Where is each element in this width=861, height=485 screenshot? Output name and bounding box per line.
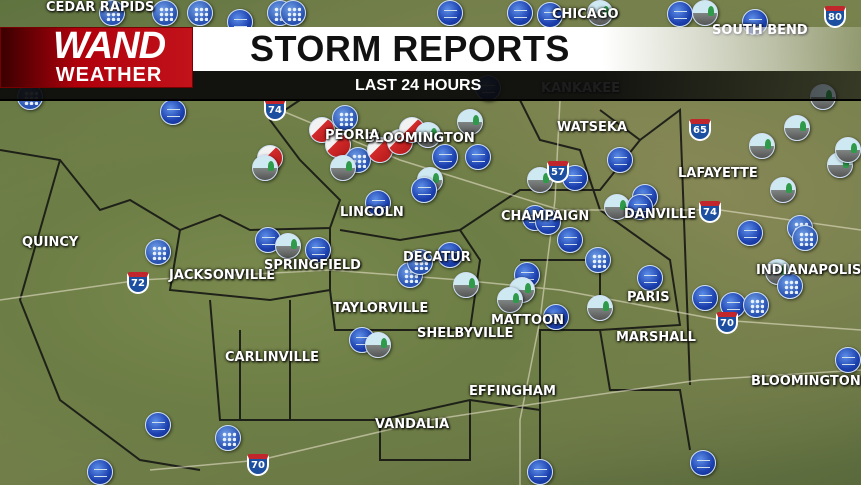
wind-report-icon[interactable] bbox=[543, 304, 569, 330]
city-label: PEORIA bbox=[325, 128, 380, 143]
interstate-shield-icon: 74 bbox=[264, 99, 286, 121]
wind-report-icon[interactable] bbox=[365, 190, 391, 216]
city-label: INDIANAPOLIS bbox=[756, 263, 861, 278]
page-subtitle: LAST 24 HOURS bbox=[355, 77, 482, 94]
wind-report-icon[interactable] bbox=[835, 347, 861, 373]
damage-report-icon[interactable] bbox=[835, 137, 861, 163]
page-title: STORM REPORTS bbox=[250, 28, 570, 69]
wind-report-icon[interactable] bbox=[160, 99, 186, 125]
interstate-shield-icon: 65 bbox=[689, 119, 711, 141]
hail-report-icon[interactable] bbox=[280, 0, 306, 26]
wind-report-icon[interactable] bbox=[411, 177, 437, 203]
city-label: SHELBYVILLE bbox=[417, 326, 514, 341]
city-label: VANDALIA bbox=[375, 417, 450, 432]
damage-report-icon[interactable] bbox=[365, 332, 391, 358]
city-label: DANVILLE bbox=[624, 207, 697, 222]
city-label: CHICAGO bbox=[552, 7, 619, 22]
damage-report-icon[interactable] bbox=[770, 177, 796, 203]
hail-report-icon[interactable] bbox=[187, 0, 213, 26]
city-label: PARIS bbox=[627, 290, 670, 305]
city-label: JACKSONVILLE bbox=[169, 268, 276, 283]
interstate-shield-icon: 80 bbox=[824, 6, 846, 28]
city-label: DECATUR bbox=[403, 250, 471, 265]
damage-report-icon[interactable] bbox=[587, 0, 613, 26]
city-label: BLOOMINGTON bbox=[365, 131, 475, 146]
wind-report-icon[interactable] bbox=[87, 459, 113, 485]
city-label: CEDAR RAPIDS bbox=[46, 0, 155, 15]
damage-report-icon[interactable] bbox=[457, 109, 483, 135]
damage-report-icon[interactable] bbox=[275, 233, 301, 259]
wand-weather-logo: WAND WEATHER bbox=[0, 27, 193, 88]
wind-report-icon[interactable] bbox=[737, 220, 763, 246]
wind-report-icon[interactable] bbox=[465, 144, 491, 170]
wind-report-icon[interactable] bbox=[690, 450, 716, 476]
city-label: CARLINVILLE bbox=[225, 350, 319, 365]
hail-report-icon[interactable] bbox=[777, 273, 803, 299]
wind-report-icon[interactable] bbox=[437, 0, 463, 26]
wind-report-icon[interactable] bbox=[557, 227, 583, 253]
interstate-shield-icon: 74 bbox=[699, 201, 721, 223]
damage-report-icon[interactable] bbox=[497, 287, 523, 313]
damage-report-icon[interactable] bbox=[604, 194, 630, 220]
logo-line1: WAND bbox=[52, 25, 166, 67]
damage-report-icon[interactable] bbox=[252, 155, 278, 181]
city-label: LAFAYETTE bbox=[678, 166, 758, 181]
damage-report-icon[interactable] bbox=[784, 115, 810, 141]
wind-report-icon[interactable] bbox=[607, 147, 633, 173]
wind-report-icon[interactable] bbox=[305, 237, 331, 263]
wind-report-icon[interactable] bbox=[437, 242, 463, 268]
damage-report-icon[interactable] bbox=[415, 122, 441, 148]
hail-report-icon[interactable] bbox=[145, 239, 171, 265]
interstate-shield-icon: 70 bbox=[716, 312, 738, 334]
interstate-shield-icon: 70 bbox=[247, 454, 269, 476]
hail-report-icon[interactable] bbox=[215, 425, 241, 451]
city-label: QUINCY bbox=[22, 235, 79, 250]
wind-report-icon[interactable] bbox=[537, 2, 563, 28]
damage-report-icon[interactable] bbox=[453, 272, 479, 298]
hail-report-icon[interactable] bbox=[99, 0, 125, 26]
city-label: WATSEKA bbox=[557, 120, 628, 135]
hail-report-icon[interactable] bbox=[792, 225, 818, 251]
city-label: CHAMPAIGN bbox=[501, 209, 590, 224]
wind-report-icon[interactable] bbox=[692, 285, 718, 311]
hail-report-icon[interactable] bbox=[743, 292, 769, 318]
city-label: EFFINGHAM bbox=[469, 384, 556, 399]
wind-report-icon[interactable] bbox=[535, 209, 561, 235]
wind-report-icon[interactable] bbox=[527, 459, 553, 485]
city-label: LINCOLN bbox=[340, 205, 404, 220]
hail-report-icon[interactable] bbox=[332, 105, 358, 131]
city-label: BLOOMINGTON bbox=[751, 374, 861, 389]
interstate-shield-icon: 57 bbox=[547, 161, 569, 183]
damage-report-icon[interactable] bbox=[749, 133, 775, 159]
wind-report-icon[interactable] bbox=[667, 1, 693, 27]
hail-report-icon[interactable] bbox=[407, 249, 433, 275]
wind-report-icon[interactable] bbox=[145, 412, 171, 438]
interstate-shield-icon: 72 bbox=[127, 272, 149, 294]
wind-report-icon[interactable] bbox=[507, 0, 533, 26]
city-label: MATTOON bbox=[491, 313, 565, 328]
logo-line2: WEATHER bbox=[55, 64, 163, 86]
wind-report-icon[interactable] bbox=[627, 194, 653, 220]
damage-report-icon[interactable] bbox=[587, 295, 613, 321]
damage-report-icon[interactable] bbox=[692, 0, 718, 26]
wind-report-icon[interactable] bbox=[637, 265, 663, 291]
hail-report-icon[interactable] bbox=[152, 0, 178, 26]
city-label: TAYLORVILLE bbox=[333, 301, 429, 316]
wind-report-icon[interactable] bbox=[432, 144, 458, 170]
damage-report-icon[interactable] bbox=[330, 155, 356, 181]
city-label: MARSHALL bbox=[616, 330, 696, 345]
city-label: SPRINGFIELD bbox=[264, 258, 361, 273]
hail-report-icon[interactable] bbox=[585, 247, 611, 273]
